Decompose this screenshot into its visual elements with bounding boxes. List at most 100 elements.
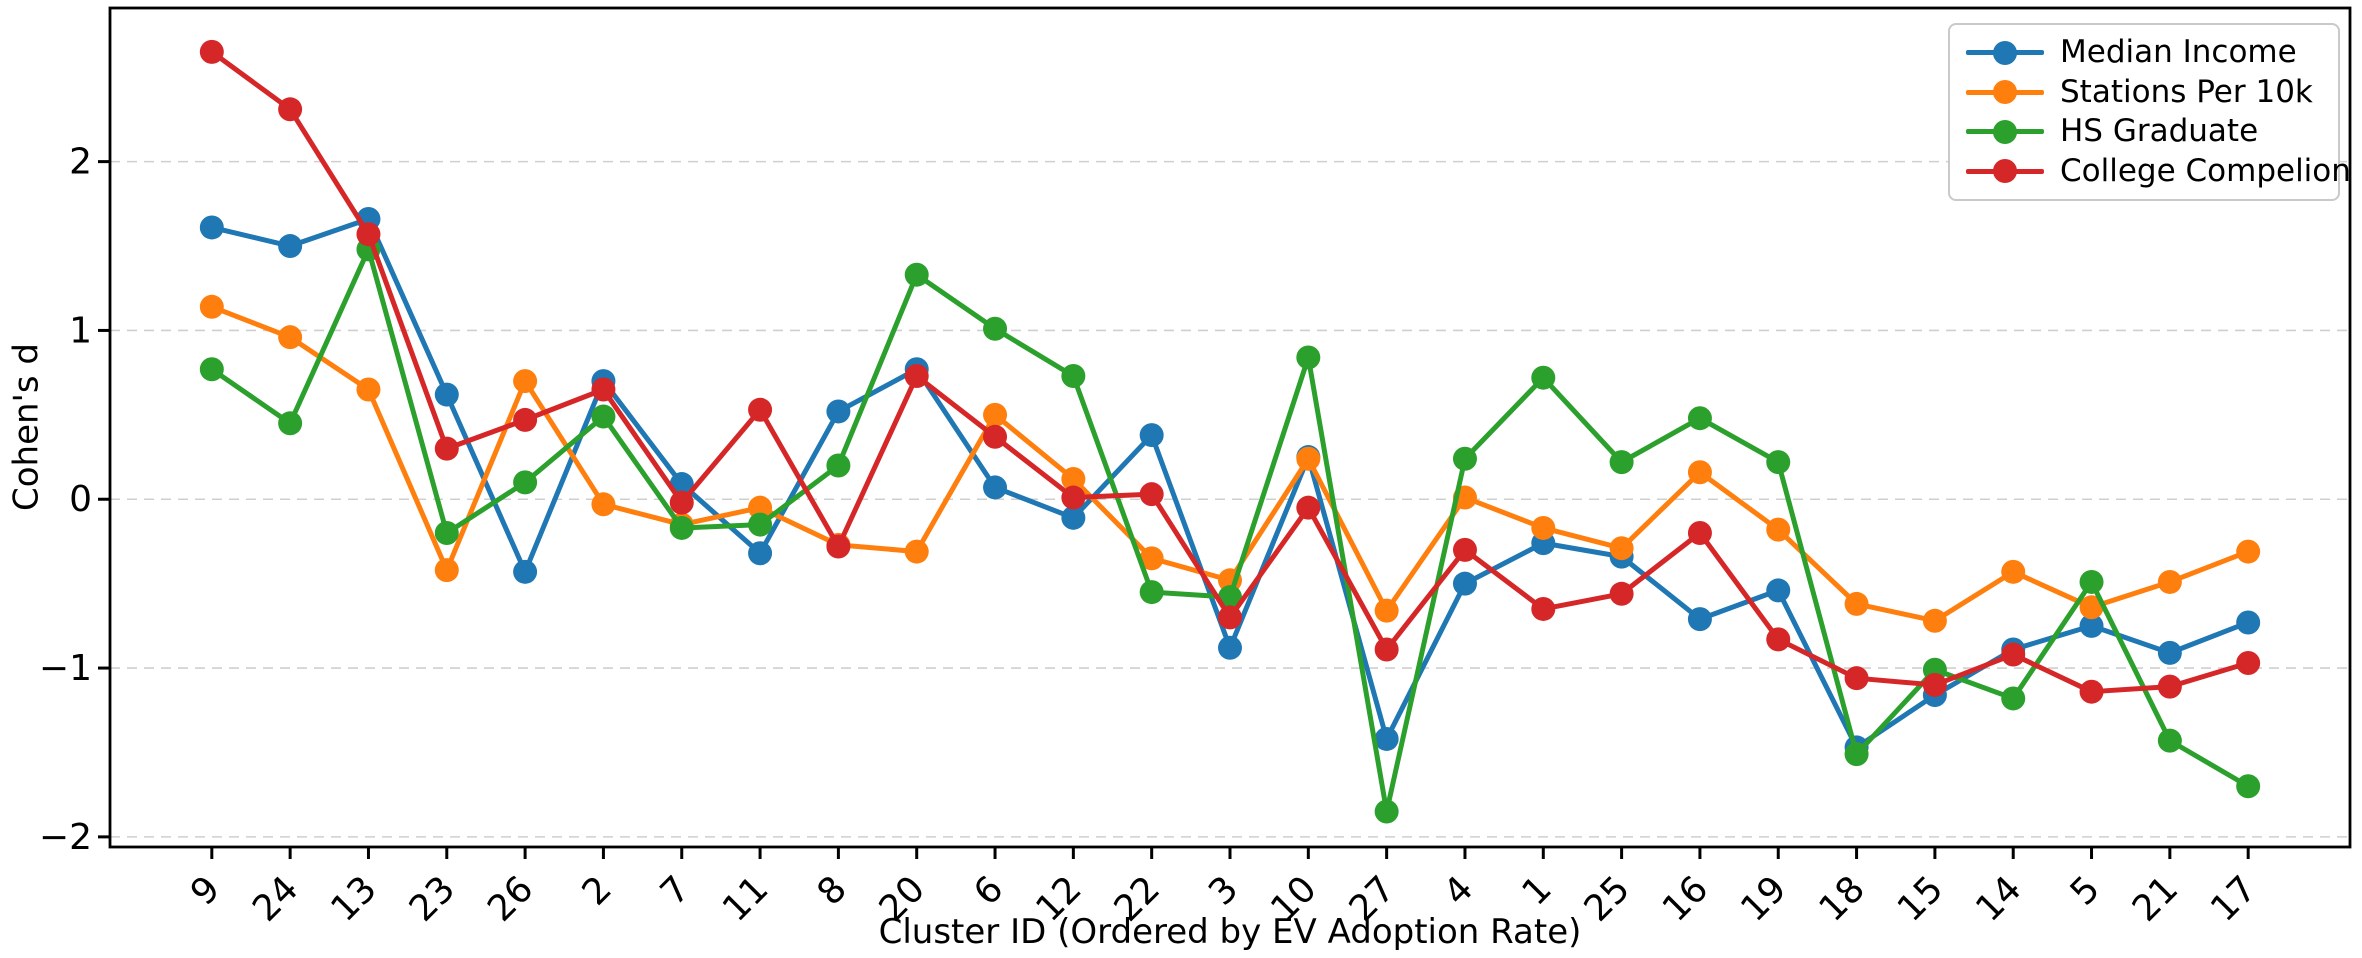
x-tick-label: 4 — [1436, 868, 1481, 913]
data-point-median-income — [1452, 571, 1477, 596]
data-point-hs-graduate — [1061, 364, 1086, 389]
data-point-college-compelion — [1296, 495, 1321, 520]
legend-dot-icon — [1993, 80, 2017, 105]
y-axis-label: Cohen's d — [6, 342, 47, 512]
data-point-college-compelion — [1374, 637, 1399, 662]
data-point-hs-graduate — [591, 404, 616, 429]
data-point-college-compelion — [1609, 581, 1634, 606]
data-point-college-compelion — [199, 39, 224, 64]
legend-label: HS Graduate — [2060, 113, 2259, 150]
data-point-hs-graduate — [1139, 580, 1164, 605]
data-point-hs-graduate — [1296, 345, 1321, 370]
data-point-college-compelion — [826, 534, 851, 559]
legend-marker-icon — [1966, 159, 2044, 184]
data-point-median-income — [1766, 578, 1791, 603]
data-point-stations-per-10k — [1687, 460, 1712, 485]
data-point-hs-graduate — [2236, 774, 2261, 799]
legend-item-stations-per-10k: Stations Per 10k — [1966, 73, 2330, 110]
data-point-stations-per-10k — [983, 402, 1008, 427]
data-point-stations-per-10k — [1844, 591, 1869, 616]
data-point-median-income — [199, 215, 224, 240]
data-point-college-compelion — [1531, 596, 1556, 621]
data-point-hs-graduate — [2001, 686, 2026, 711]
data-point-hs-graduate — [2157, 728, 2182, 753]
y-tick-label: 0 — [69, 479, 92, 520]
data-point-median-income — [278, 234, 303, 259]
data-point-college-compelion — [669, 490, 694, 515]
data-point-stations-per-10k — [1296, 446, 1321, 471]
data-point-stations-per-10k — [904, 539, 929, 564]
data-point-median-income — [1061, 505, 1086, 530]
x-tick-label: 3 — [1201, 868, 1246, 913]
data-point-college-compelion — [1139, 482, 1164, 507]
data-point-college-compelion — [2157, 674, 2182, 699]
data-point-median-income — [983, 475, 1008, 500]
data-point-stations-per-10k — [1139, 546, 1164, 571]
data-point-median-income — [1218, 635, 1242, 660]
data-point-hs-graduate — [1687, 406, 1712, 431]
legend: Median Income Stations Per 10k HS Graduate… — [1948, 23, 2351, 201]
data-point-stations-per-10k — [591, 492, 616, 517]
data-point-hs-graduate — [669, 515, 694, 540]
data-point-stations-per-10k — [2079, 595, 2104, 620]
data-point-college-compelion — [748, 397, 773, 422]
data-point-college-compelion — [2236, 650, 2261, 675]
data-point-college-compelion — [983, 424, 1008, 449]
data-point-college-compelion — [2001, 642, 2026, 667]
data-point-hs-graduate — [1218, 585, 1242, 610]
data-point-college-compelion — [904, 364, 929, 389]
x-tick-label: 9 — [183, 868, 228, 913]
series-line-hs-graduate — [209, 246, 2251, 815]
y-tick-label: −2 — [39, 817, 92, 858]
legend-dot-icon — [1993, 119, 2017, 144]
data-point-median-income — [826, 399, 851, 424]
data-point-median-income — [1374, 726, 1399, 751]
data-point-stations-per-10k — [2236, 539, 2261, 564]
data-point-stations-per-10k — [278, 325, 303, 350]
x-tick-label: 6 — [966, 868, 1011, 913]
data-point-stations-per-10k — [199, 294, 224, 319]
data-point-hs-graduate — [826, 453, 851, 478]
data-point-college-compelion — [591, 377, 616, 402]
data-point-college-compelion — [1922, 672, 1947, 697]
data-point-hs-graduate — [748, 512, 773, 537]
x-axis-label: Cluster ID (Ordered by EV Adoption Rate) — [878, 912, 1582, 952]
data-point-median-income — [513, 559, 538, 584]
data-point-median-income — [434, 382, 459, 407]
x-tick-label: 8 — [810, 868, 855, 913]
legend-dot-icon — [1993, 40, 2017, 65]
data-point-college-compelion — [1061, 485, 1086, 510]
y-tick-label: 2 — [69, 142, 92, 183]
data-point-college-compelion — [1218, 605, 1242, 630]
data-point-stations-per-10k — [2001, 559, 2026, 584]
data-point-college-compelion — [1844, 666, 1869, 691]
legend-marker-icon — [1966, 119, 2044, 144]
data-point-college-compelion — [1452, 537, 1477, 562]
legend-label: College Compelion — [2060, 152, 2351, 189]
x-tick-label: 1 — [1514, 868, 1559, 913]
data-point-median-income — [2157, 640, 2182, 665]
data-point-hs-graduate — [983, 316, 1008, 341]
data-point-stations-per-10k — [1061, 466, 1086, 491]
y-tick-label: 1 — [69, 310, 92, 351]
data-point-college-compelion — [278, 97, 303, 122]
data-point-hs-graduate — [904, 262, 929, 287]
data-point-stations-per-10k — [1609, 536, 1634, 561]
data-point-stations-per-10k — [2157, 569, 2182, 594]
data-point-stations-per-10k — [356, 377, 381, 402]
x-tick-label: 7 — [653, 868, 698, 913]
data-point-hs-graduate — [1844, 742, 1869, 767]
legend-label: Stations Per 10k — [2060, 73, 2313, 110]
data-point-hs-graduate — [199, 357, 224, 382]
data-point-hs-graduate — [2079, 569, 2104, 594]
x-tick-label: 2 — [575, 868, 620, 913]
data-point-median-income — [2079, 613, 2104, 638]
x-tick-label: 5 — [2063, 868, 2108, 913]
data-point-college-compelion — [1766, 627, 1791, 652]
data-point-stations-per-10k — [1922, 608, 1947, 633]
legend-dot-icon — [1993, 159, 2017, 184]
data-point-hs-graduate — [1374, 799, 1399, 824]
data-point-college-compelion — [513, 407, 538, 432]
